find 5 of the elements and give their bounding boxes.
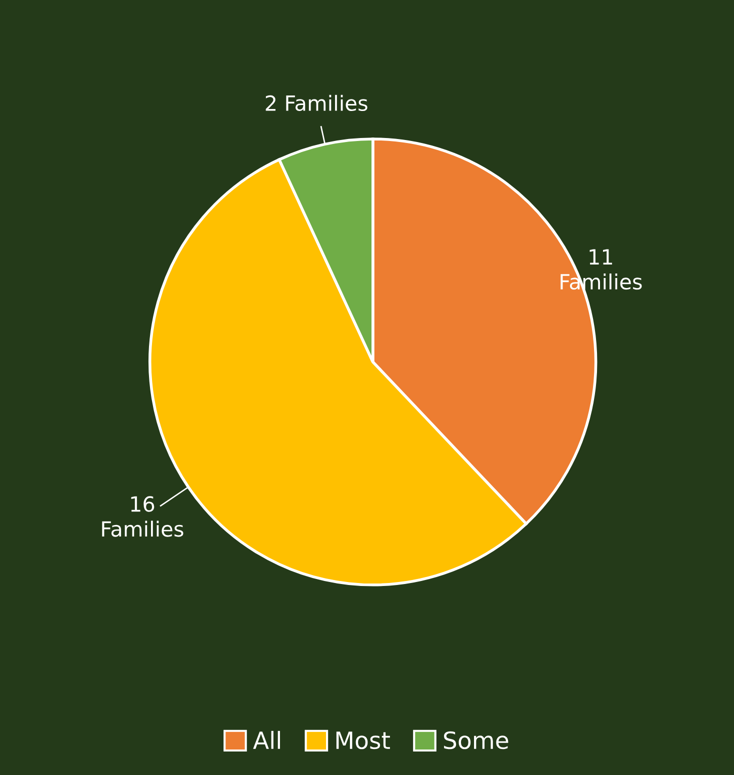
legend-label: All bbox=[253, 730, 280, 749]
legend-label: Most bbox=[336, 732, 390, 750]
data-label: 2 Families bbox=[266, 94, 368, 112]
data-label: 16 Families bbox=[102, 496, 184, 537]
legend-label: Some bbox=[444, 731, 508, 750]
